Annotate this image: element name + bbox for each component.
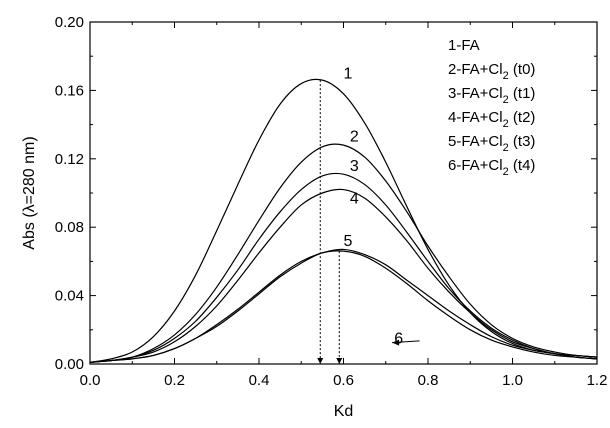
legend-text-prefix: 2-FA+Cl [448, 61, 503, 78]
x-tick-label: 0.0 [80, 372, 101, 389]
peak-marker-tip [317, 358, 324, 364]
legend-text-suffix: (t2) [509, 109, 536, 126]
x-tick-label: 1.2 [587, 372, 608, 389]
legend-text-subscript: 2 [503, 118, 509, 130]
legend-entry-2: 2-FA+Cl2 (t0) [448, 61, 535, 82]
x-tick-label: 0.6 [333, 372, 354, 389]
legend-text-prefix: 4-FA+Cl [448, 109, 503, 126]
legend-text-suffix: (t1) [509, 85, 536, 102]
legend-entry-3: 3-FA+Cl2 (t1) [448, 85, 535, 106]
y-tick-label: 0.00 [55, 356, 84, 373]
legend-text-prefix: 3-FA+Cl [448, 85, 503, 102]
curve-label-6: 6 [394, 330, 403, 347]
legend-text-suffix: (t4) [509, 157, 536, 174]
tick-labels: 0.0 0.2 0.4 0.6 0.8 1.0 1.2 0.00 0.04 0.08 0.12 0.1… [55, 14, 608, 389]
y-tick-label: 0.20 [55, 14, 84, 31]
tick-marks [89, 21, 598, 365]
y-tick-label: 0.12 [55, 151, 84, 168]
y-tick-label: 0.08 [55, 219, 84, 236]
curve-label-3: 3 [350, 158, 359, 175]
x-tick-label: 0.8 [418, 372, 439, 389]
curve-label-4: 4 [350, 190, 359, 207]
series-line-4 [89, 188, 598, 363]
y-tick-label: 0.04 [55, 288, 84, 305]
curve-label-5: 5 [344, 233, 353, 250]
legend-text-suffix: (t0) [509, 61, 536, 78]
legend-text-suffix: (t3) [509, 133, 536, 150]
curve-labels: 1 2 3 4 5 6 [344, 65, 420, 347]
series-line-3 [89, 172, 598, 363]
y-axis-title: Abs (λ=280 nm) [21, 136, 38, 249]
legend: 1-FA2-FA+Cl2 (t0)3-FA+Cl2 (t1)4-FA+Cl2 (… [448, 37, 535, 178]
series-line-1 [89, 78, 598, 363]
series-line-6 [89, 250, 598, 363]
x-axis-title: Kd [334, 403, 354, 420]
x-tick-label: 1.0 [502, 372, 523, 389]
legend-entry-1: 1-FA [448, 37, 480, 54]
legend-text-subscript: 2 [503, 142, 509, 154]
series-lines [89, 78, 598, 363]
curve-label-2: 2 [350, 129, 359, 146]
legend-text-subscript: 2 [503, 166, 509, 178]
legend-text-subscript: 2 [503, 70, 509, 82]
label-6-arrow-head [392, 339, 400, 346]
x-tick-label: 0.4 [249, 372, 270, 389]
legend-entry-5: 5-FA+Cl2 (t3) [448, 133, 535, 154]
y-tick-label: 0.16 [55, 82, 84, 99]
x-tick-label: 0.2 [164, 372, 185, 389]
legend-text-prefix: 5-FA+Cl [448, 133, 503, 150]
peak-marker-tip [336, 358, 343, 364]
legend-text-prefix: 1-FA [448, 37, 480, 54]
legend-entry-4: 4-FA+Cl2 (t2) [448, 109, 535, 130]
legend-text-prefix: 6-FA+Cl [448, 157, 503, 174]
peak-markers [317, 80, 343, 364]
legend-entry-6: 6-FA+Cl2 (t4) [448, 157, 535, 178]
curve-label-1: 1 [344, 65, 353, 82]
legend-text-subscript: 2 [503, 94, 509, 106]
series-line-2 [89, 143, 598, 363]
